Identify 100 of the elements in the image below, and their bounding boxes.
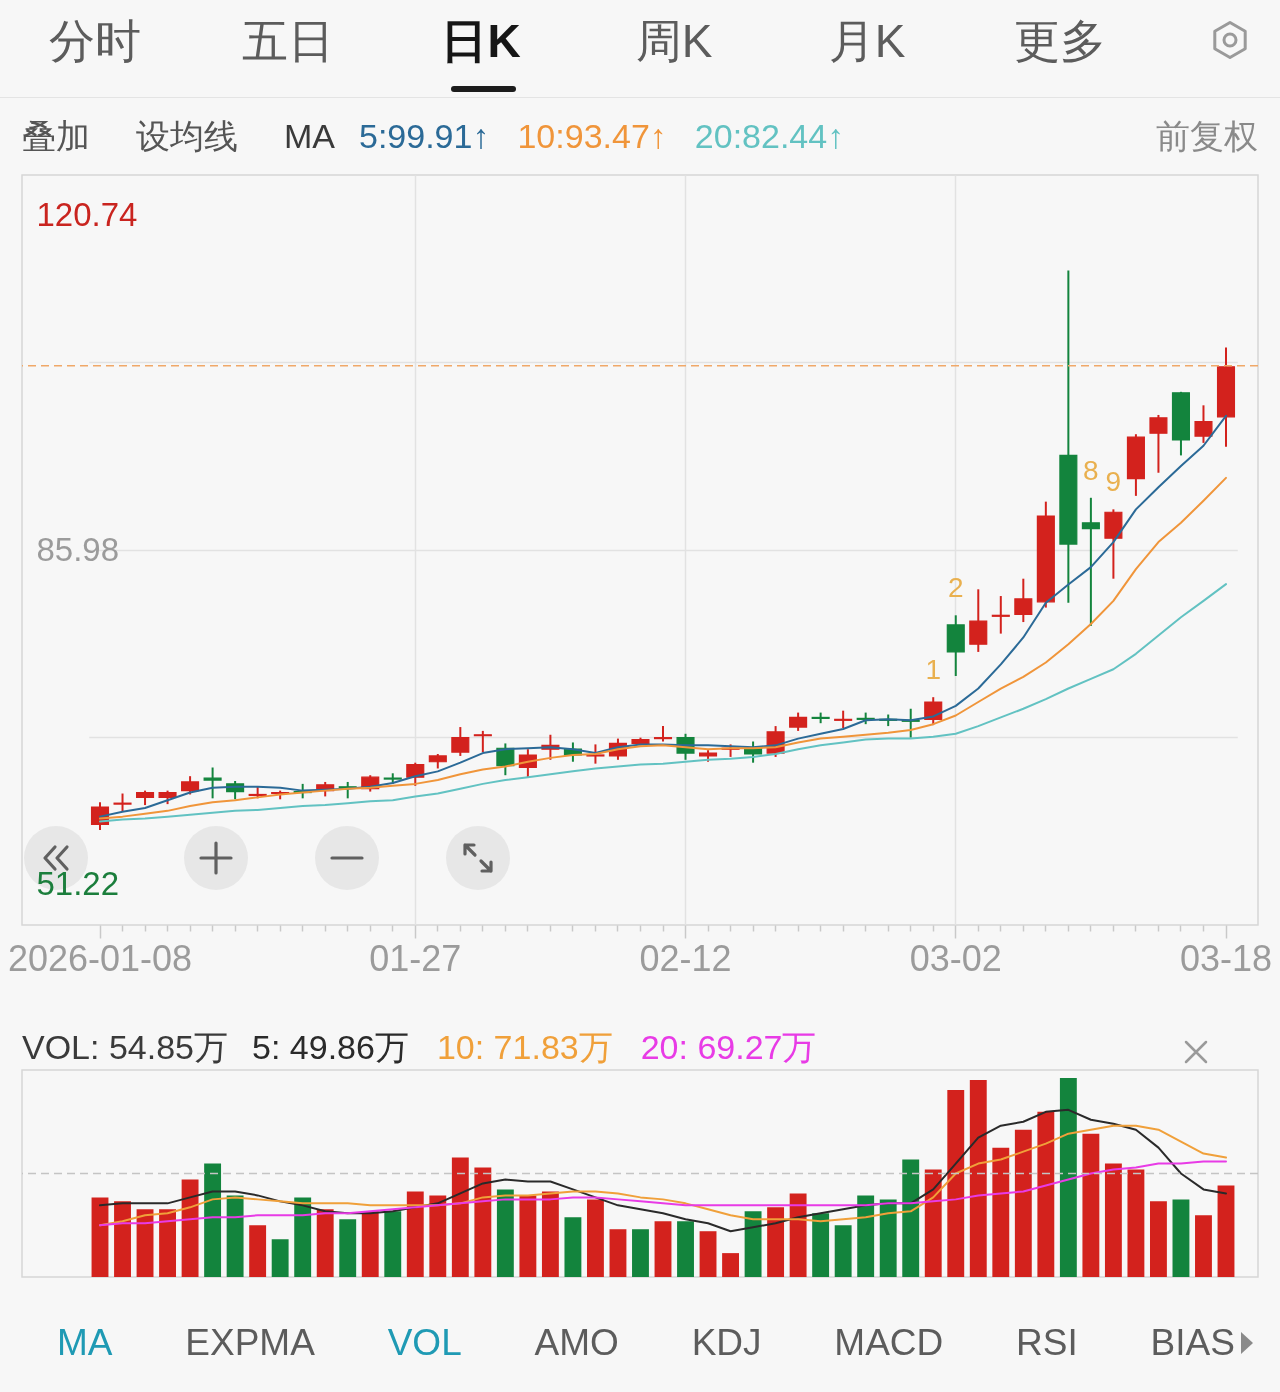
bar [789, 1193, 807, 1277]
bar [722, 1253, 740, 1277]
text: 更多 [1013, 14, 1107, 68]
bar [406, 1191, 424, 1277]
bar [1195, 1215, 1212, 1277]
bar [699, 1231, 717, 1277]
text: 8 [1083, 454, 1099, 486]
bar [249, 1225, 267, 1277]
bar [1127, 1169, 1145, 1277]
bar [902, 1159, 920, 1277]
candlestick [203, 766, 222, 800]
legend-title: VOL: 54.85万 [22, 1027, 229, 1068]
candlestick [451, 726, 470, 757]
text: EXPMA [185, 1321, 315, 1365]
text: 设均线 [136, 116, 238, 157]
candlestick [1149, 413, 1168, 474]
text: 20:82.44↑ [694, 116, 845, 157]
bar [587, 1199, 604, 1277]
bar [1037, 1111, 1055, 1277]
text: 日K [440, 14, 522, 68]
bar [1172, 1199, 1190, 1277]
bar [834, 1225, 852, 1277]
text: KDJ [691, 1321, 762, 1365]
candlestick [1014, 577, 1033, 624]
bar [812, 1213, 830, 1277]
text: 5: 49.86万 [252, 1027, 409, 1068]
candlestick [586, 743, 605, 765]
text: 五日 [241, 14, 335, 68]
bar [136, 1209, 154, 1277]
bar [114, 1201, 131, 1277]
candlestick [1081, 496, 1100, 627]
x-tick-label: 02-12 [639, 937, 732, 979]
candlestick [1194, 404, 1213, 444]
x-tick-label: 2026-01-08 [7, 937, 193, 979]
text: 前复权 [1156, 116, 1258, 157]
candlestick [113, 792, 132, 813]
legend-title: MA [284, 116, 335, 157]
bar [541, 1191, 559, 1277]
x-tick-label: 01-27 [369, 937, 462, 979]
text: 月K [827, 14, 907, 68]
bar [316, 1209, 334, 1277]
text: 1 [925, 654, 942, 686]
text: 叠加 [22, 116, 90, 157]
bar [924, 1169, 942, 1277]
bar [992, 1147, 1010, 1277]
bar [91, 1197, 109, 1277]
text: AMO [534, 1321, 619, 1365]
bar [1082, 1133, 1100, 1277]
bar [969, 1079, 987, 1277]
bar [519, 1195, 537, 1277]
bar [339, 1219, 357, 1277]
candlestick [181, 775, 200, 796]
bar [361, 1211, 379, 1277]
text: 分时 [48, 14, 142, 68]
candlestick [969, 588, 988, 653]
bar [857, 1195, 875, 1277]
y-tick-label: 85.98 [36, 530, 120, 568]
y-tick-label: 120.74 [36, 195, 138, 233]
text: 周K [634, 14, 714, 68]
candlestick [406, 761, 425, 787]
bar [767, 1207, 785, 1277]
bar [632, 1229, 649, 1277]
bar [947, 1089, 965, 1277]
bar [609, 1229, 627, 1277]
text: MA [57, 1321, 113, 1365]
bar [451, 1157, 469, 1277]
text: 10: 71.83万 [436, 1027, 613, 1068]
bar [1059, 1077, 1077, 1277]
text: 2 [947, 572, 964, 604]
bar [294, 1197, 312, 1277]
bar [226, 1195, 244, 1277]
text: 5:99.91↑ [359, 116, 490, 157]
text: 20: 69.27万 [640, 1027, 817, 1068]
bar [564, 1217, 582, 1277]
x-tick-label: 03-02 [909, 937, 1002, 979]
text: 10:93.47↑ [517, 116, 667, 157]
bar [384, 1211, 402, 1277]
bar [204, 1163, 222, 1277]
candlestick [473, 729, 492, 754]
text: VOL [387, 1321, 462, 1365]
bar [1014, 1129, 1032, 1277]
bar [879, 1199, 897, 1277]
text: BIAS [1150, 1321, 1235, 1365]
bar [159, 1209, 177, 1277]
bar [474, 1167, 492, 1277]
bar [744, 1211, 762, 1277]
text: RSI [1016, 1321, 1078, 1365]
bar [181, 1179, 199, 1277]
y-tick-label: 51.22 [36, 865, 120, 903]
candlestick [991, 595, 1010, 635]
bar [271, 1239, 289, 1277]
bar [1217, 1185, 1235, 1277]
bar [429, 1195, 447, 1277]
bar [496, 1189, 514, 1277]
candlestick [789, 711, 808, 732]
bar [1150, 1201, 1167, 1277]
bar [654, 1221, 672, 1277]
bar [677, 1221, 694, 1277]
x-tick-label: 03-18 [1179, 937, 1273, 979]
text: 9 [1105, 466, 1122, 498]
